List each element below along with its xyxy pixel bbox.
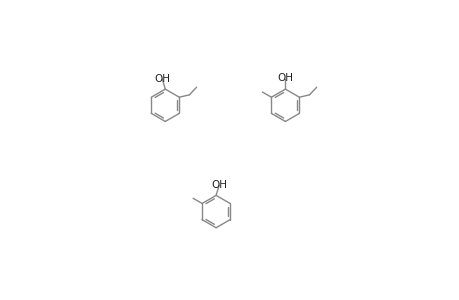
Text: OH: OH bbox=[154, 74, 170, 83]
Text: OH: OH bbox=[277, 73, 293, 83]
Text: OH: OH bbox=[211, 180, 227, 190]
